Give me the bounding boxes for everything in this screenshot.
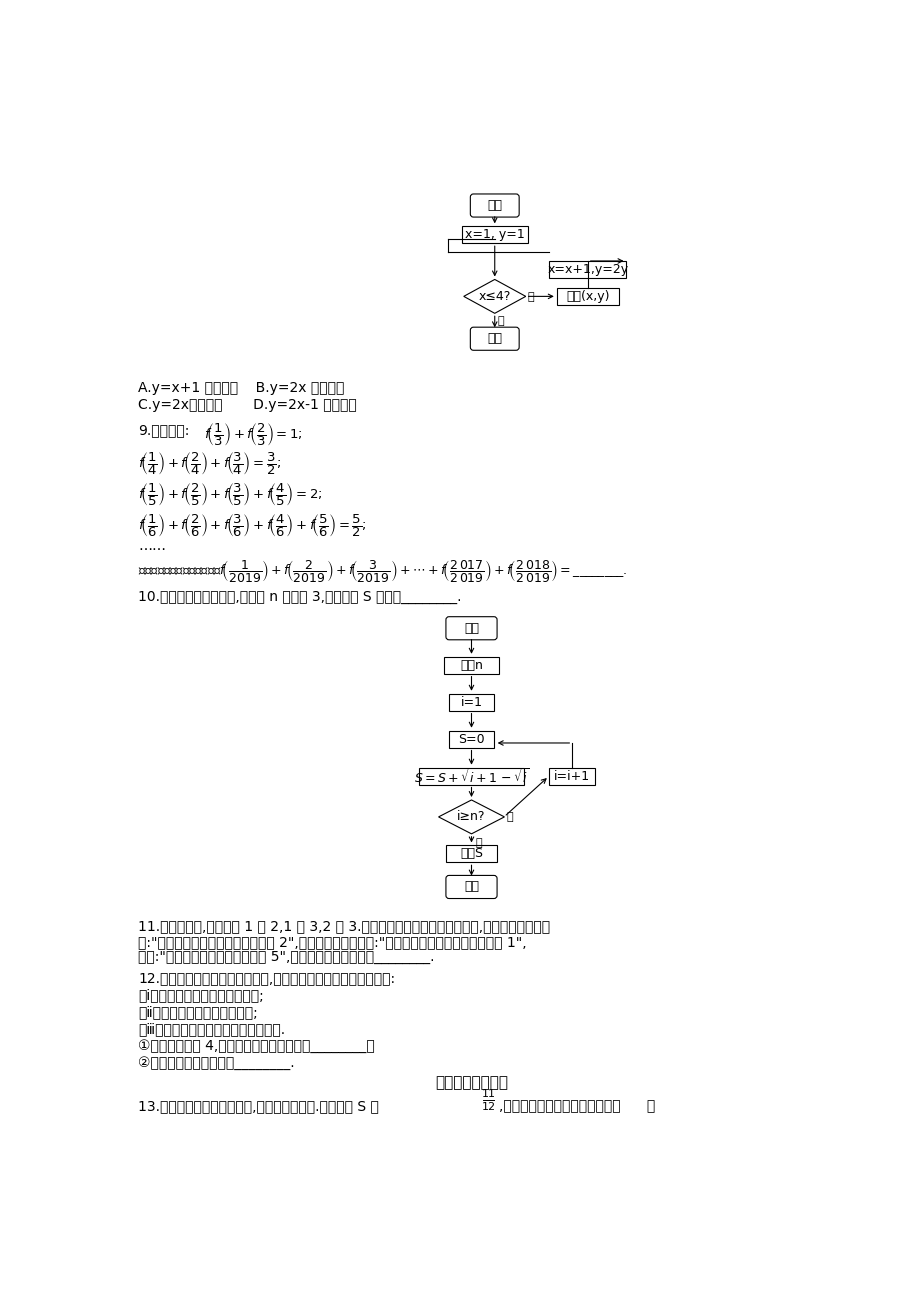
Polygon shape	[438, 799, 504, 833]
FancyBboxPatch shape	[448, 730, 494, 747]
Text: x≤4?: x≤4?	[478, 290, 510, 303]
Text: i=1: i=1	[460, 695, 482, 708]
Text: 丙说:"我的卡片上的数字之和不是 5",则甲的卡片上的数字是________.: 丙说:"我的卡片上的数字之和不是 5",则甲的卡片上的数字是________.	[138, 950, 435, 963]
Text: $S=S+\sqrt{i+1}-\sqrt{i}$: $S=S+\sqrt{i+1}-\sqrt{i}$	[414, 767, 528, 785]
Text: A.y=x+1 的图象上    B.y=2x 的图象上: A.y=x+1 的图象上 B.y=2x 的图象上	[138, 381, 345, 395]
Text: $\mathit{f}\!\left(\dfrac{1}{3}\right)+\mathit{f}\!\left(\dfrac{2}{3}\right)=1$;: $\mathit{f}\!\left(\dfrac{1}{3}\right)+\…	[204, 421, 302, 448]
Text: 11: 11	[481, 1088, 495, 1099]
Text: ①若教师人数为 4,则女学生人数的最大值为________；: ①若教师人数为 4,则女学生人数的最大值为________；	[138, 1039, 375, 1053]
Text: 结束: 结束	[487, 332, 502, 345]
Text: ②该小组人数的最小值为________.: ②该小组人数的最小值为________.	[138, 1056, 295, 1070]
Text: 否: 否	[496, 316, 504, 327]
Text: 二、思维提升训练: 二、思维提升训练	[435, 1075, 507, 1091]
Text: （ⅱ）女学生人数多于教师人数;: （ⅱ）女学生人数多于教师人数;	[138, 1005, 257, 1019]
FancyBboxPatch shape	[470, 327, 518, 350]
Text: 10.执行下面的程序框图,若输入 n 的值为 3,则输出的 S 的值为________.: 10.执行下面的程序框图,若输入 n 的值为 3,则输出的 S 的值为_____…	[138, 590, 461, 604]
Text: C.y=2x的图象上       D.y=2x-1 的图象上: C.y=2x的图象上 D.y=2x-1 的图象上	[138, 398, 357, 411]
FancyBboxPatch shape	[448, 694, 494, 711]
Text: $\mathit{f}\!\left(\dfrac{1}{4}\right)+\mathit{f}\!\left(\dfrac{2}{4}\right)+\ma: $\mathit{f}\!\left(\dfrac{1}{4}\right)+\…	[138, 450, 281, 478]
Text: 输出(x,y): 输出(x,y)	[565, 290, 608, 303]
FancyBboxPatch shape	[461, 227, 528, 243]
FancyBboxPatch shape	[470, 194, 518, 217]
FancyBboxPatch shape	[549, 260, 626, 277]
Text: S=0: S=0	[458, 733, 484, 746]
Text: x=x+1,y=2y: x=x+1,y=2y	[547, 263, 628, 276]
Text: 12.某学习小组由学生和教师组成,人员构成同时满足以下三个条件:: 12.某学习小组由学生和教师组成,人员构成同时满足以下三个条件:	[138, 971, 395, 986]
Text: $\mathit{f}\!\left(\dfrac{1}{6}\right)+\mathit{f}\!\left(\dfrac{2}{6}\right)+\ma: $\mathit{f}\!\left(\dfrac{1}{6}\right)+\…	[138, 512, 367, 539]
FancyBboxPatch shape	[419, 768, 523, 785]
FancyBboxPatch shape	[446, 617, 496, 639]
Text: 13.阅读如图所示的程序框图,运行相应的程序.若输出的 S 为: 13.阅读如图所示的程序框图,运行相应的程序.若输出的 S 为	[138, 1099, 379, 1113]
Text: 输入n: 输入n	[460, 659, 482, 672]
FancyBboxPatch shape	[556, 288, 618, 305]
Text: 12: 12	[481, 1101, 495, 1112]
Polygon shape	[463, 280, 525, 314]
FancyBboxPatch shape	[444, 656, 498, 673]
Text: 是: 是	[475, 838, 482, 849]
Text: 开始: 开始	[463, 622, 479, 635]
Text: 输出S: 输出S	[460, 848, 482, 861]
Text: i≥n?: i≥n?	[457, 810, 485, 823]
Text: （ⅲ）教师人数的两倍多于男学生人数.: （ⅲ）教师人数的两倍多于男学生人数.	[138, 1022, 285, 1036]
Text: 说:"我与乙的卡片上相同的数字不是 2",乙看了丙的卡片后说:"我与丙的卡片上相同的数字不是 1",: 说:"我与乙的卡片上相同的数字不是 2",乙看了丙的卡片后说:"我与丙的卡片上相…	[138, 935, 527, 949]
Text: 开始: 开始	[487, 199, 502, 212]
Text: i=i+1: i=i+1	[553, 769, 590, 783]
Text: 是: 是	[527, 292, 533, 302]
Text: 由以上几个等式的规律可猜想$\mathit{f}\!\left(\dfrac{1}{2019}\right)+\mathit{f}\!\left(\dfrac{: 由以上几个等式的规律可猜想$\mathit{f}\!\left(\dfrac{1…	[138, 559, 627, 585]
Text: $\mathit{f}\!\left(\dfrac{1}{5}\right)+\mathit{f}\!\left(\dfrac{2}{5}\right)+\ma: $\mathit{f}\!\left(\dfrac{1}{5}\right)+\…	[138, 482, 323, 508]
FancyBboxPatch shape	[446, 845, 496, 862]
Text: ……: ……	[138, 539, 166, 553]
Text: 9.观察等式:: 9.观察等式:	[138, 423, 189, 437]
Text: x=1, y=1: x=1, y=1	[464, 228, 524, 241]
Text: 否: 否	[505, 812, 513, 823]
Text: 11.有三张卡片,分别写有 1 和 2,1 和 3,2 和 3.甲、乙、丙三人各取走一张卡片,甲看了乙的卡片后: 11.有三张卡片,分别写有 1 和 2,1 和 3,2 和 3.甲、乙、丙三人各…	[138, 919, 550, 934]
FancyBboxPatch shape	[549, 768, 595, 785]
FancyBboxPatch shape	[446, 875, 496, 898]
Text: 结束: 结束	[463, 880, 479, 893]
Text: ,则判断框中填写的内容可以是（      ）: ,则判断框中填写的内容可以是（ ）	[499, 1099, 655, 1113]
Text: （ⅰ）男学生人数多于女学生人数;: （ⅰ）男学生人数多于女学生人数;	[138, 988, 264, 1003]
